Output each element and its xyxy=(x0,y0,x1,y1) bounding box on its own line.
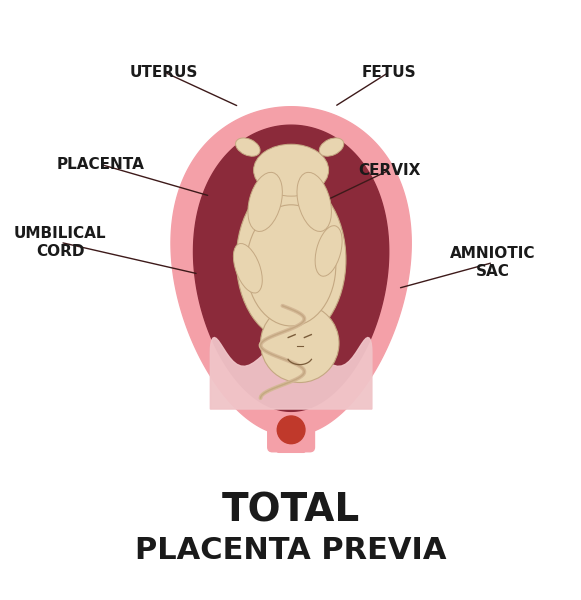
Ellipse shape xyxy=(235,138,260,156)
Text: UTERUS: UTERUS xyxy=(130,65,198,80)
Ellipse shape xyxy=(297,172,331,232)
Ellipse shape xyxy=(319,138,344,156)
Ellipse shape xyxy=(284,292,310,326)
Text: FETUS: FETUS xyxy=(362,65,417,80)
Polygon shape xyxy=(171,107,411,436)
Text: PLACENTA PREVIA: PLACENTA PREVIA xyxy=(135,536,447,565)
Ellipse shape xyxy=(246,205,336,326)
Text: TOTAL: TOTAL xyxy=(222,491,360,530)
FancyBboxPatch shape xyxy=(277,364,306,452)
Polygon shape xyxy=(193,125,389,412)
Polygon shape xyxy=(282,424,300,437)
Ellipse shape xyxy=(234,244,262,293)
FancyBboxPatch shape xyxy=(268,368,314,452)
Ellipse shape xyxy=(315,226,342,276)
Circle shape xyxy=(277,416,305,443)
Text: UMBILICAL
CORD: UMBILICAL CORD xyxy=(14,226,106,259)
Ellipse shape xyxy=(253,144,329,196)
Polygon shape xyxy=(210,338,372,409)
Ellipse shape xyxy=(248,172,282,232)
Ellipse shape xyxy=(236,179,346,340)
Text: AMNIOTIC
SAC: AMNIOTIC SAC xyxy=(450,246,536,278)
Text: CERVIX: CERVIX xyxy=(358,163,421,178)
Text: PLACENTA: PLACENTA xyxy=(57,157,145,172)
Circle shape xyxy=(260,304,339,383)
